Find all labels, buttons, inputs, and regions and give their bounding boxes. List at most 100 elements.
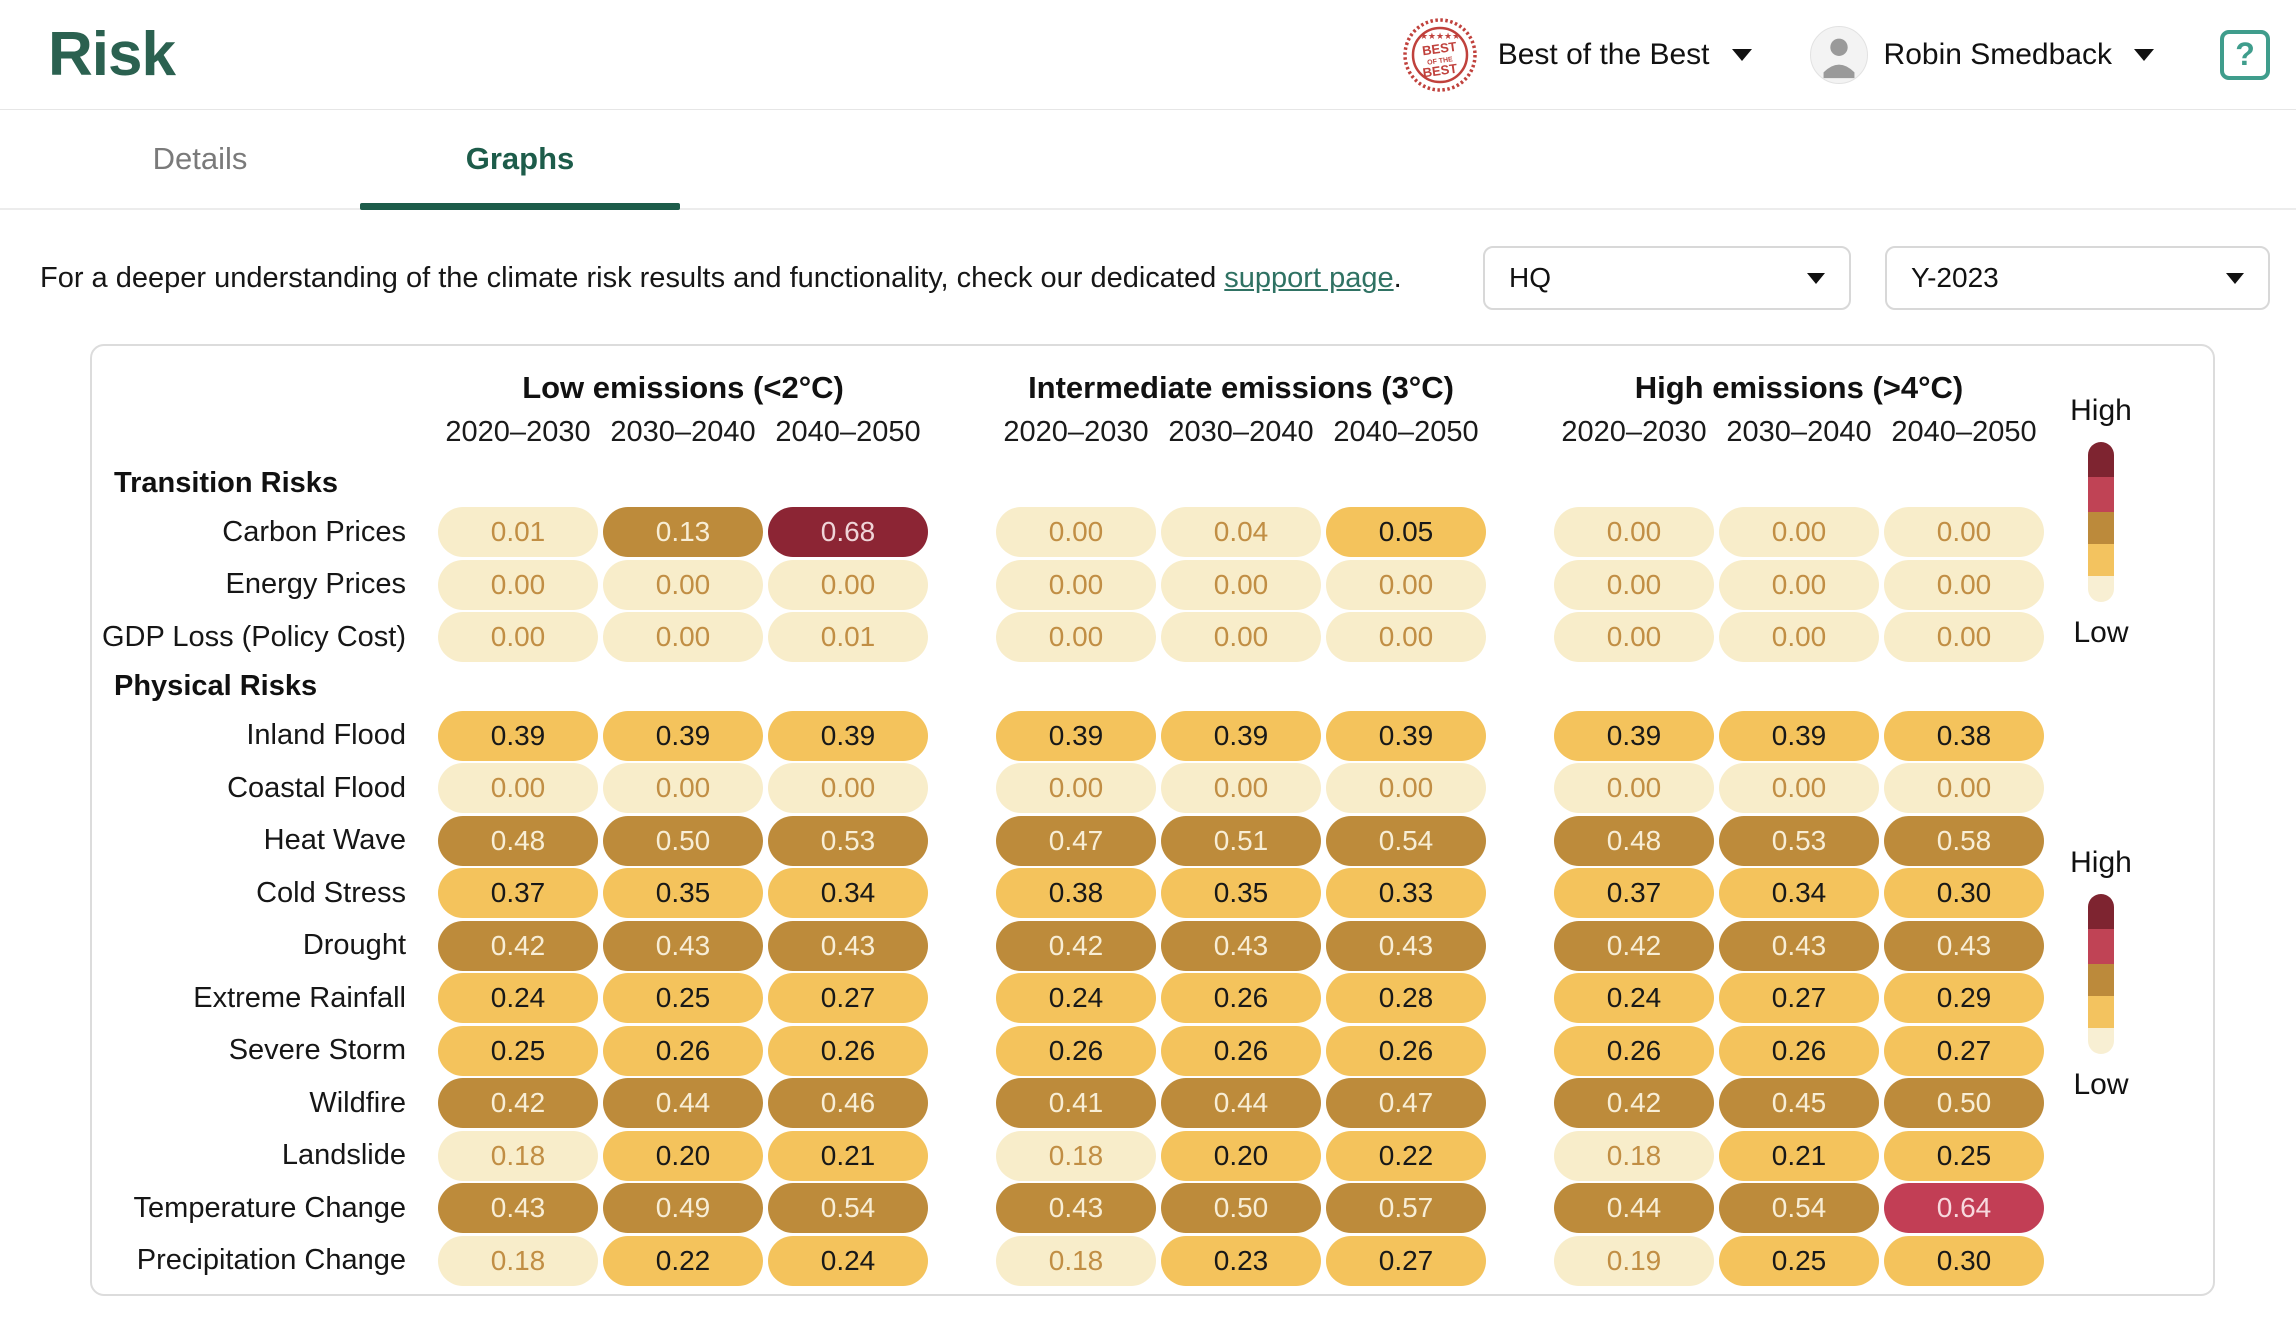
risk-cell-wildfire-s0-p2: 0.46 — [768, 1078, 928, 1129]
cells-gdp-loss-policy-cost-scenario-1: 0.00 0.00 0.00 — [996, 612, 1486, 663]
chevron-down-icon — [2134, 48, 2154, 61]
risk-cell-heat-wave-s0-p1: 0.50 — [603, 815, 763, 866]
cells-cold-stress-scenario-2: 0.37 0.34 0.30 — [1554, 868, 2044, 919]
cells-landslide-scenario-0: 0.18 0.20 0.21 — [438, 1130, 928, 1181]
cells-extreme-rainfall-scenario-1: 0.24 0.26 0.28 — [996, 973, 1486, 1024]
period-label: 2020–2030 — [1561, 416, 1707, 448]
legend-segment — [2088, 1028, 2114, 1054]
scenario-title: High emissions (>4°C) — [1634, 370, 1964, 405]
site-select[interactable]: HQ — [1483, 246, 1851, 310]
risk-cell-energy-prices-s2-p2: 0.00 — [1884, 559, 2044, 610]
organization-name: Best of the Best — [1497, 37, 1710, 71]
risk-cell-drought-s1-p1: 0.43 — [1161, 920, 1321, 971]
risk-cell-coastal-flood-s1-p0: 0.00 — [996, 763, 1156, 814]
risk-cell-coastal-flood-s2-p0: 0.00 — [1554, 763, 1714, 814]
risk-cell-precipitation-change-s0-p0: 0.18 — [438, 1235, 598, 1286]
risk-cell-inland-flood-s2-p2: 0.38 — [1884, 710, 2044, 761]
risk-row-inland-flood: Inland Flood 0.39 0.39 0.39 0.39 0.39 0.39 0.39… — [92, 710, 2213, 763]
risk-cell-drought-s1-p0: 0.42 — [996, 920, 1156, 971]
row-label: Energy Prices — [225, 568, 406, 601]
risk-cell-landslide-s1-p0: 0.18 — [996, 1130, 1156, 1181]
legend-bottom: High Low — [2041, 846, 2161, 1102]
risk-cell-gdp-loss-policy-cost-s1-p2: 0.00 — [1326, 612, 1486, 663]
cells-wildfire-scenario-2: 0.42 0.45 0.50 — [1554, 1078, 2044, 1129]
risk-cell-coastal-flood-s0-p2: 0.00 — [768, 763, 928, 814]
risk-cell-extreme-rainfall-s0-p1: 0.25 — [603, 973, 763, 1024]
risk-cell-heat-wave-s1-p2: 0.54 — [1326, 815, 1486, 866]
risk-cell-precipitation-change-s1-p2: 0.27 — [1326, 1235, 1486, 1286]
legend-high-label: High — [2070, 394, 2132, 427]
risk-cell-precipitation-change-s1-p1: 0.23 — [1161, 1235, 1321, 1286]
cells-carbon-prices-scenario-0: 0.01 0.13 0.68 — [438, 507, 928, 558]
cells-coastal-flood-scenario-0: 0.00 0.00 0.00 — [438, 763, 928, 814]
cells-energy-prices-scenario-0: 0.00 0.00 0.00 — [438, 559, 928, 610]
chevron-down-icon — [1731, 48, 1752, 61]
row-label: Drought — [302, 929, 406, 962]
risk-cell-inland-flood-s1-p2: 0.39 — [1326, 710, 1486, 761]
risk-cell-drought-s2-p0: 0.42 — [1554, 920, 1714, 971]
risk-cell-inland-flood-s0-p1: 0.39 — [603, 710, 763, 761]
person-icon — [1823, 38, 1854, 78]
risk-row-extreme-rainfall: Extreme Rainfall 0.24 0.25 0.27 0.24 0.26 0.28… — [92, 972, 2213, 1025]
risk-cell-energy-prices-s2-p1: 0.00 — [1719, 559, 1879, 610]
risk-cell-heat-wave-s2-p0: 0.48 — [1554, 815, 1714, 866]
risk-cell-extreme-rainfall-s0-p2: 0.27 — [768, 973, 928, 1024]
risk-cell-inland-flood-s2-p1: 0.39 — [1719, 710, 1879, 761]
risk-cell-carbon-prices-s0-p2: 0.68 — [768, 507, 928, 558]
risk-cell-energy-prices-s2-p0: 0.00 — [1554, 559, 1714, 610]
cells-heat-wave-scenario-2: 0.48 0.53 0.58 — [1554, 815, 2044, 866]
risk-cell-energy-prices-s0-p0: 0.00 — [438, 559, 598, 610]
cells-severe-storm-scenario-2: 0.26 0.26 0.27 — [1554, 1025, 2044, 1076]
year-select-value: Y-2023 — [1911, 262, 1999, 293]
risk-cell-landslide-s0-p1: 0.20 — [603, 1130, 763, 1181]
risk-cell-severe-storm-s0-p0: 0.25 — [438, 1025, 598, 1076]
cells-drought-scenario-1: 0.42 0.43 0.43 — [996, 920, 1486, 971]
tab-details[interactable]: Details — [152, 141, 248, 176]
risk-row-precipitation-change: Precipitation Change 0.18 0.22 0.24 0.18 0.23… — [92, 1235, 2213, 1288]
period-label: 2030–2040 — [610, 416, 756, 448]
risk-cell-heat-wave-s0-p0: 0.48 — [438, 815, 598, 866]
risk-cell-wildfire-s1-p1: 0.44 — [1161, 1078, 1321, 1129]
cells-temperature-change-scenario-2: 0.44 0.54 0.64 — [1554, 1183, 2044, 1234]
legend-gradient-bar — [2088, 894, 2114, 1054]
scenario-title: Intermediate emissions (3°C) — [1028, 370, 1454, 405]
risk-cell-gdp-loss-policy-cost-s1-p1: 0.00 — [1161, 612, 1321, 663]
risk-cell-carbon-prices-s2-p1: 0.00 — [1719, 507, 1879, 558]
risk-cell-severe-storm-s2-p2: 0.27 — [1884, 1025, 2044, 1076]
chevron-down-icon — [1807, 272, 1825, 284]
risk-cell-coastal-flood-s1-p2: 0.00 — [1326, 763, 1486, 814]
user-menu[interactable]: Robin Smedback — [1770, 25, 2154, 84]
help-button[interactable]: ? — [2220, 29, 2270, 80]
tab-graphs[interactable]: Graphs — [360, 110, 680, 210]
risk-row-landslide: Landslide 0.18 0.20 0.21 0.18 0.20 0.22 0.18 0.2… — [92, 1130, 2213, 1183]
risk-cell-carbon-prices-s1-p1: 0.04 — [1161, 507, 1321, 558]
row-label: Inland Flood — [246, 719, 406, 752]
risk-cell-temperature-change-s2-p2: 0.64 — [1884, 1183, 2044, 1234]
risk-cell-carbon-prices-s2-p0: 0.00 — [1554, 507, 1714, 558]
risk-cell-cold-stress-s1-p0: 0.38 — [996, 868, 1156, 919]
risk-cell-severe-storm-s0-p1: 0.26 — [603, 1025, 763, 1076]
year-select[interactable]: Y-2023 — [1885, 246, 2270, 310]
support-page-link[interactable]: support page — [1224, 261, 1394, 294]
cells-heat-wave-scenario-1: 0.47 0.51 0.54 — [996, 815, 1486, 866]
risk-cell-gdp-loss-policy-cost-s2-p2: 0.00 — [1884, 612, 2044, 663]
app-logo: Risk — [48, 20, 176, 89]
risk-row-severe-storm: Severe Storm 0.25 0.26 0.26 0.26 0.26 0.26 0.26… — [92, 1025, 2213, 1078]
risk-cell-cold-stress-s2-p2: 0.30 — [1884, 868, 2044, 919]
organization-selector[interactable]: ★★★★★ BEST OF THE BEST Best of the Best — [1402, 17, 1752, 93]
risk-cell-temperature-change-s2-p0: 0.44 — [1554, 1183, 1714, 1234]
period-label: 2020–2030 — [1003, 416, 1149, 448]
risk-cell-drought-s0-p0: 0.42 — [438, 920, 598, 971]
cells-wildfire-scenario-1: 0.41 0.44 0.47 — [996, 1078, 1486, 1129]
risk-cell-inland-flood-s0-p0: 0.39 — [438, 710, 598, 761]
risk-cell-cold-stress-s1-p2: 0.33 — [1326, 868, 1486, 919]
risk-cell-cold-stress-s2-p1: 0.34 — [1719, 868, 1879, 919]
risk-cell-landslide-s1-p1: 0.20 — [1161, 1130, 1321, 1181]
risk-cell-heat-wave-s1-p1: 0.51 — [1161, 815, 1321, 866]
risk-cell-wildfire-s1-p2: 0.47 — [1326, 1078, 1486, 1129]
risk-cell-severe-storm-s1-p0: 0.26 — [996, 1025, 1156, 1076]
cells-energy-prices-scenario-2: 0.00 0.00 0.00 — [1554, 559, 2044, 610]
row-label: Carbon Prices — [222, 515, 406, 548]
legend-high-label: High — [2070, 846, 2132, 879]
risk-row-gdp-loss-policy-cost: GDP Loss (Policy Cost) 0.00 0.00 0.01 0.00 0.… — [92, 611, 2213, 664]
